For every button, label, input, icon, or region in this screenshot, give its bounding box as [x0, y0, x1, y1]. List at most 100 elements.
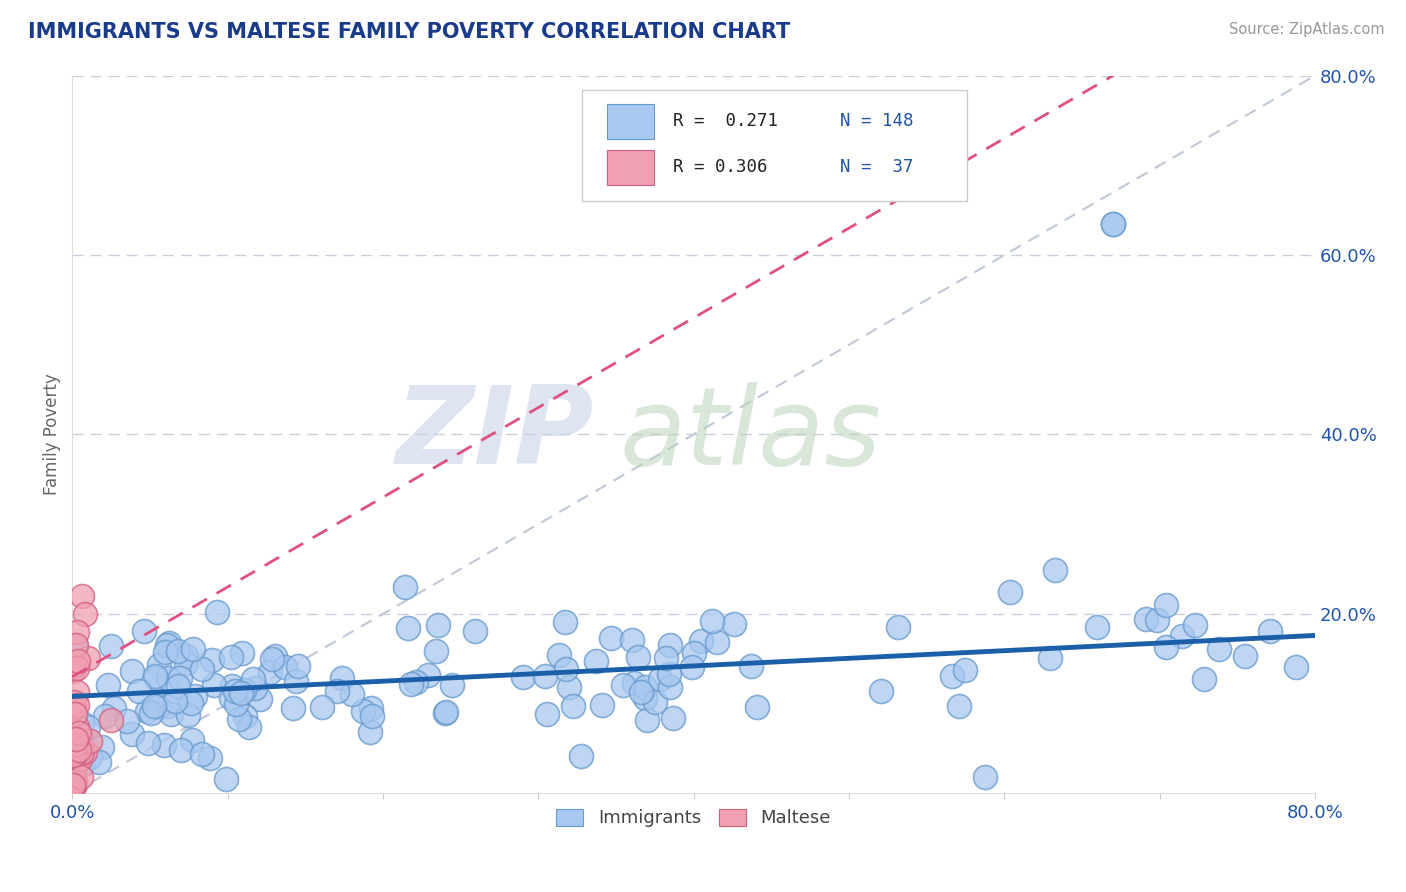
Point [67, 743, 90, 757]
Point [627, 650, 650, 665]
Point [225, 697, 247, 711]
Point [73, 745, 96, 759]
Point [1184, 617, 1206, 632]
Point [128, 684, 150, 698]
Point [512, 670, 534, 684]
Point [262, 652, 284, 666]
Point [156, 639, 179, 653]
Point [121, 727, 143, 741]
Point [69, 731, 91, 745]
Point [1171, 629, 1194, 643]
Point [63, 763, 86, 777]
Point [169, 743, 191, 757]
Point [1192, 672, 1215, 686]
Point [66, 684, 89, 698]
Point [65, 732, 87, 747]
Point [219, 690, 242, 705]
Point [287, 659, 309, 673]
Point [283, 700, 305, 714]
Point [553, 615, 575, 629]
Point [394, 580, 416, 594]
Point [94, 709, 117, 723]
Point [233, 709, 256, 723]
Point [426, 618, 449, 632]
Point [63, 779, 86, 793]
Point [176, 707, 198, 722]
Bar [607, 104, 654, 138]
Point [1039, 650, 1062, 665]
Point [620, 632, 643, 647]
Point [360, 701, 382, 715]
Point [201, 653, 224, 667]
Point [221, 649, 243, 664]
Point [179, 697, 201, 711]
Point [167, 679, 190, 693]
Point [558, 680, 581, 694]
Point [69, 752, 91, 766]
Point [1154, 599, 1177, 613]
Point [63, 732, 86, 747]
Point [405, 674, 427, 689]
Point [136, 735, 159, 749]
Point [231, 685, 253, 699]
Point [634, 680, 657, 694]
Point [67, 726, 90, 740]
Point [591, 698, 613, 713]
Point [115, 714, 138, 729]
Point [433, 706, 456, 721]
Point [1258, 624, 1281, 639]
Point [630, 684, 652, 698]
Point [145, 671, 167, 685]
Point [62, 664, 84, 678]
Point [63, 695, 86, 709]
Point [191, 662, 214, 676]
Point [202, 678, 225, 692]
Point [1000, 584, 1022, 599]
Point [259, 665, 281, 680]
Point [65, 638, 87, 652]
FancyBboxPatch shape [582, 90, 967, 201]
Point [73, 607, 96, 621]
Point [77, 720, 100, 734]
Point [600, 632, 623, 646]
Point [121, 664, 143, 678]
Point [1102, 217, 1125, 231]
Point [533, 669, 555, 683]
Point [464, 624, 486, 638]
Point [132, 624, 155, 638]
Point [974, 771, 997, 785]
Point [233, 683, 256, 698]
Point [683, 646, 706, 660]
Point [139, 706, 162, 720]
Point [153, 645, 176, 659]
Point [263, 649, 285, 664]
Point [311, 700, 333, 714]
Point [169, 671, 191, 685]
Point [644, 695, 666, 709]
Point [198, 750, 221, 764]
Point [66, 720, 89, 734]
Text: R = 0.306: R = 0.306 [672, 159, 768, 177]
Point [690, 634, 713, 648]
Point [63, 777, 86, 791]
Point [62, 701, 84, 715]
Point [352, 704, 374, 718]
Point [160, 706, 183, 721]
Point [62, 745, 84, 759]
Point [634, 691, 657, 706]
Point [1043, 563, 1066, 577]
Text: Source: ZipAtlas.com: Source: ZipAtlas.com [1229, 22, 1385, 37]
Point [1102, 217, 1125, 231]
Point [63, 773, 86, 788]
Point [65, 737, 87, 751]
Point [702, 614, 724, 628]
Point [636, 713, 658, 727]
Point [242, 673, 264, 687]
Point [136, 704, 159, 718]
Point [955, 663, 977, 677]
Point [340, 687, 363, 701]
Bar [607, 150, 654, 185]
Point [181, 641, 204, 656]
Point [745, 700, 768, 714]
Point [157, 635, 180, 649]
